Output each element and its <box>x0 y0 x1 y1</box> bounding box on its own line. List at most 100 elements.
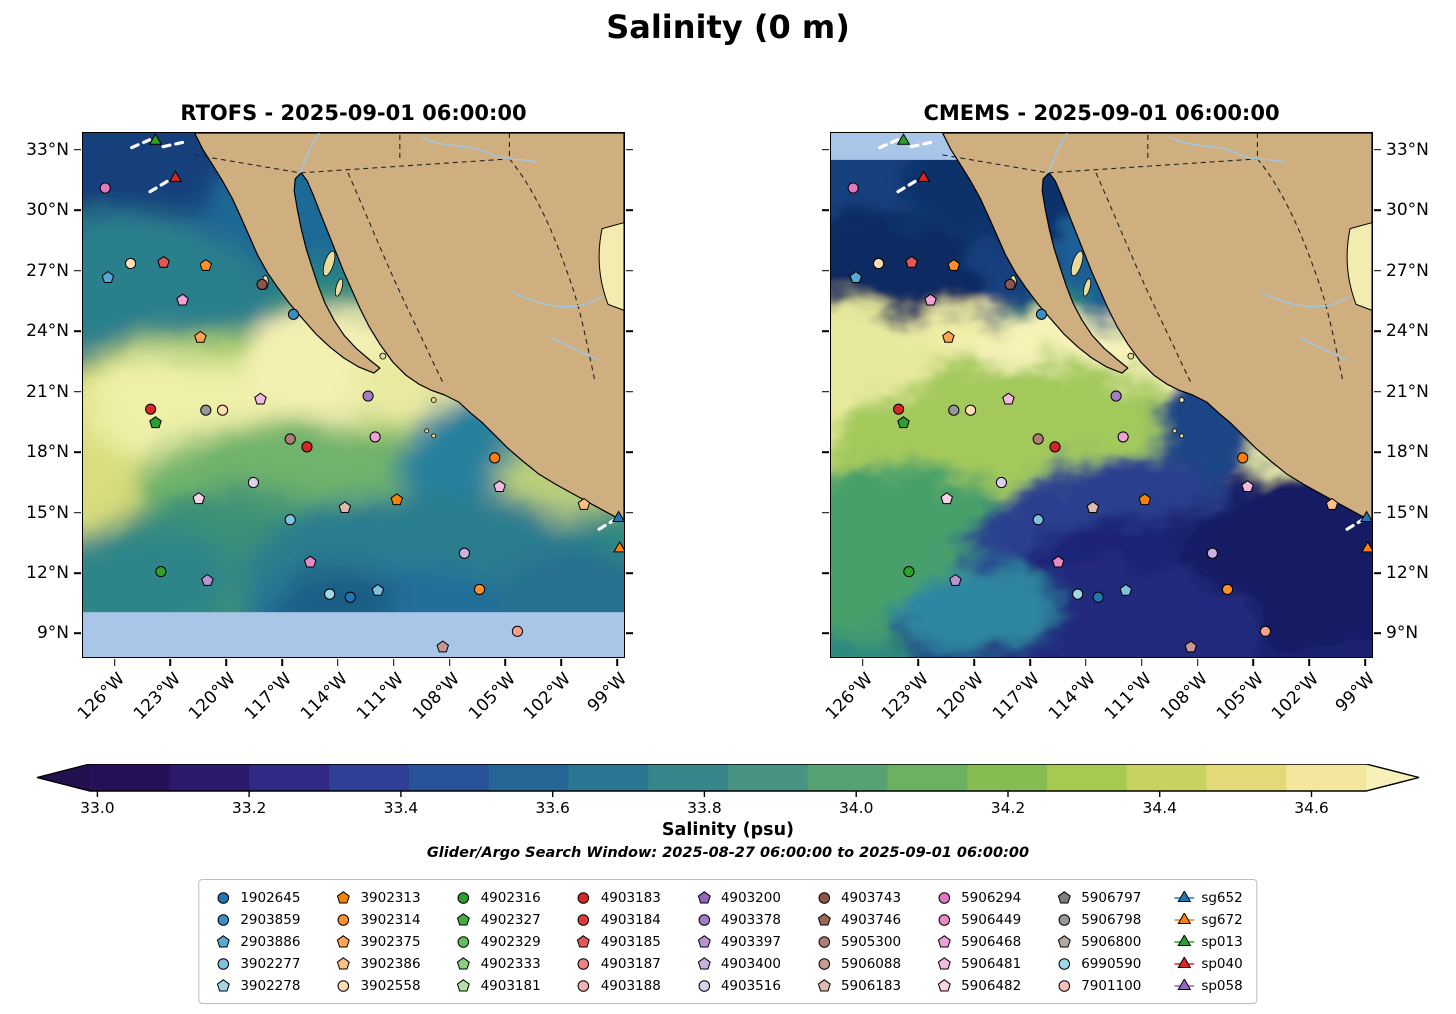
pentagon-marker <box>336 890 350 904</box>
pentagon-marker <box>194 330 207 343</box>
circle-marker <box>1058 913 1070 926</box>
colorbar-tick-label: 33.8 <box>687 799 722 817</box>
pentagon-marker <box>1325 497 1339 510</box>
legend-label: 4903397 <box>720 933 781 950</box>
legend-label: 1902645 <box>240 889 301 906</box>
lat-tick <box>1374 209 1381 212</box>
legend-marker-circle <box>938 913 950 926</box>
circle-marker <box>577 913 590 926</box>
circle-marker <box>324 588 336 600</box>
lon-label: 99°W <box>583 669 632 717</box>
lat-label: 27°N <box>1386 260 1429 281</box>
lat-tick <box>74 572 81 574</box>
pentagon-marker <box>1086 501 1100 513</box>
circle-marker <box>1110 390 1122 402</box>
circle-marker <box>1032 433 1044 445</box>
circle-marker <box>337 913 350 926</box>
circle-marker <box>337 979 350 992</box>
legend-item: 4902316 <box>454 887 541 908</box>
legend-item: 4903397 <box>694 931 781 952</box>
circle-marker <box>818 957 830 970</box>
legend-item: 4903183 <box>574 887 661 908</box>
circle-marker <box>369 431 381 443</box>
lon-label: 114°W <box>297 669 353 724</box>
legend-marker-circle <box>337 913 350 926</box>
panel-title-cmems: CMEMS - 2025-09-01 06:00:00 <box>923 101 1280 125</box>
lat-tick <box>74 511 81 514</box>
pentagon-marker <box>457 912 471 926</box>
circle-marker <box>938 891 950 904</box>
circle-marker <box>1072 588 1084 600</box>
legend: 1902645 2903859 2903886 3902277 3902278 39023… <box>198 879 1258 1004</box>
lat-tick <box>1374 149 1381 151</box>
legend-label: sp040 <box>1201 955 1243 972</box>
lat-tick <box>1374 511 1381 514</box>
legend-item: 4903746 <box>814 909 901 930</box>
cmems-marker-layer <box>847 133 1372 653</box>
circle-marker <box>458 547 470 559</box>
circle-marker <box>457 891 470 904</box>
circle-marker <box>247 476 259 489</box>
pentagon-marker <box>338 501 352 513</box>
colorbar-tick-label: 33.2 <box>231 799 267 817</box>
legend-marker-triangle <box>1174 934 1195 946</box>
rtofs-nodata-band <box>83 612 624 657</box>
legend-label: 5906798 <box>1081 911 1142 928</box>
colorbar-ticks: 33.0 33.2 33.4 33.6 33.8 34.0 34.2 34.4 34.6 <box>35 798 1421 819</box>
legend-marker-circle <box>457 891 470 904</box>
legend-label: 3902375 <box>360 933 421 950</box>
circle-marker <box>200 404 212 416</box>
pentagon-marker <box>254 392 267 405</box>
lat-tick <box>74 149 81 151</box>
circle-marker <box>903 566 915 578</box>
legend-marker-circle <box>818 957 830 970</box>
map-panel-cmems: CMEMS - 2025-09-01 06:00:00 <box>822 101 1429 724</box>
lat-tick <box>1374 632 1381 635</box>
lon-tick <box>1140 659 1143 666</box>
circle-marker <box>995 476 1007 489</box>
legend-label: 4903183 <box>600 889 661 906</box>
pentagon-marker <box>1057 890 1071 904</box>
lon-tick <box>1085 659 1087 666</box>
legend-label: 4903200 <box>720 889 781 906</box>
map-panel-rtofs: RTOFS - 2025-09-01 06:00:00 <box>26 101 633 724</box>
lon-tick <box>113 659 116 666</box>
triangle-marker <box>168 170 183 182</box>
colorbar-tick-label: 33.6 <box>535 799 570 817</box>
legend-label: 4903743 <box>840 889 902 906</box>
circle-marker <box>698 979 710 992</box>
lat-tick <box>822 269 829 272</box>
lat-tick <box>626 390 633 393</box>
legend-label: 5906797 <box>1081 889 1142 906</box>
circle-marker <box>948 404 960 416</box>
legend-marker-circle <box>818 891 830 904</box>
pentagon-marker <box>1184 640 1198 653</box>
legend-label: 4902333 <box>480 955 541 972</box>
lon-tick <box>225 659 228 666</box>
pentagon-marker <box>949 573 962 586</box>
legend-marker-circle <box>1058 957 1070 970</box>
legend-item: 4903184 <box>574 909 661 930</box>
lat-tick <box>822 511 829 514</box>
legend-marker-circle <box>217 913 230 926</box>
legend-marker-circle <box>698 913 710 926</box>
lon-label: 123°W <box>877 669 933 724</box>
lat-label: 33°N <box>26 139 69 160</box>
triangle-marker <box>1361 540 1372 553</box>
lon-tick <box>169 659 172 666</box>
legend-marker-pentagon <box>937 956 951 970</box>
legend-item: 5906798 <box>1054 909 1141 930</box>
lat-tick <box>1374 390 1381 393</box>
circle-marker <box>1058 957 1070 970</box>
lon-tick <box>560 659 562 666</box>
legend-marker-pentagon <box>577 934 591 948</box>
legend-marker-circle <box>577 979 590 992</box>
lat-label: 24°N <box>26 321 69 342</box>
pentagon-marker <box>192 492 206 505</box>
circle-marker <box>155 566 167 578</box>
legend-marker-pentagon <box>1057 934 1071 948</box>
pentagon-marker <box>905 255 918 268</box>
circle-marker <box>1049 441 1061 453</box>
cmems-map <box>830 132 1373 658</box>
lon-tick <box>281 659 283 666</box>
